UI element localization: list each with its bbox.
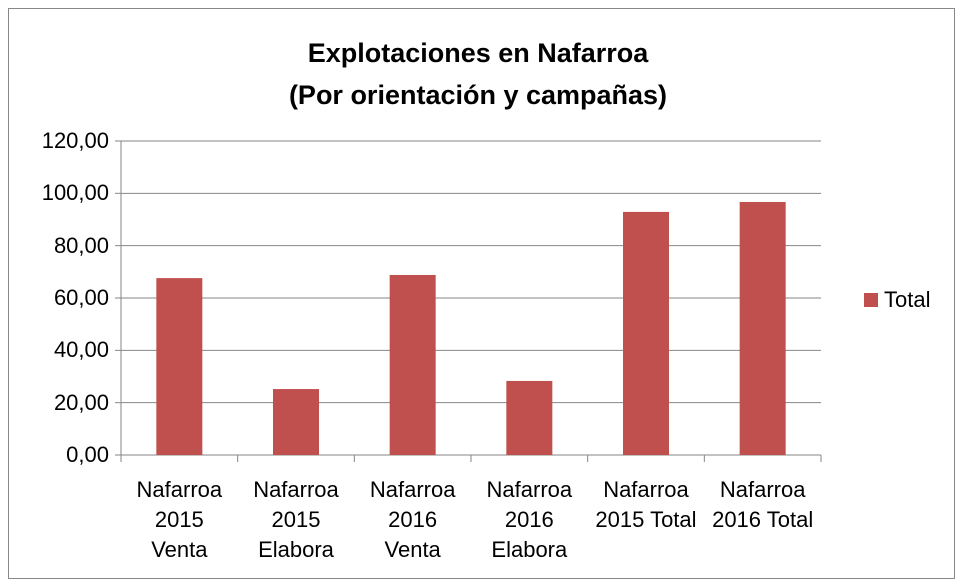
x-tick-label: Nafarroa 2016 Total — [712, 477, 814, 532]
y-tick-label: 20,00 — [53, 389, 109, 415]
x-tick-label: Nafarroa 2015 Venta — [136, 477, 223, 562]
x-tick-label: Nafarroa 2016 Elabora — [486, 477, 573, 562]
y-tick-label: 80,00 — [53, 232, 109, 258]
bar — [156, 278, 203, 455]
legend-label: Total — [884, 287, 931, 312]
y-tick-label: 60,00 — [53, 285, 109, 310]
y-tick-label: 40,00 — [53, 337, 109, 363]
y-tick-label: 0,00 — [66, 442, 109, 467]
bar — [389, 274, 436, 455]
x-tick-label: Nafarroa 2015 Elabora — [253, 477, 339, 562]
legend-swatch — [864, 293, 878, 307]
bar — [739, 201, 786, 455]
bar — [273, 389, 319, 455]
y-tick-label: 100,00 — [41, 180, 109, 206]
bar — [506, 380, 553, 455]
y-tick-label: 120,00 — [41, 128, 109, 153]
bar — [623, 211, 669, 455]
x-tick-label: Nafarroa 2015 Total — [595, 477, 697, 532]
x-tick-label: Nafarroa 2016 Venta — [369, 477, 456, 562]
chart-title: Explotaciones en Nafarroa (Por orientaci… — [288, 38, 668, 110]
